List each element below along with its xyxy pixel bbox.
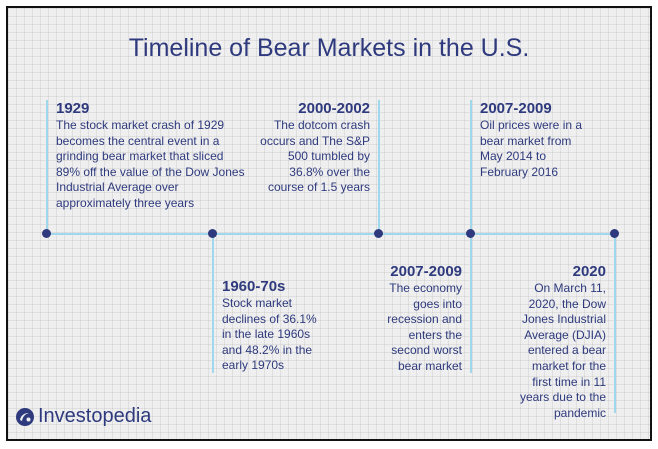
timeline-marker — [42, 229, 51, 238]
connector-2007-2009-oil — [470, 100, 472, 235]
timeline-marker — [208, 229, 217, 238]
event-2007-2009-oil: 2007-2009 Oil prices were in a bear mark… — [480, 100, 590, 180]
event-2007-2009-recession: 2007-2009 The economy goes into recessio… — [370, 263, 462, 375]
connector-1960-70s — [212, 233, 214, 373]
event-year: 1929 — [56, 100, 90, 117]
event-description: The stock market crash of 1929 becomes t… — [56, 118, 245, 210]
connector-2007-2009-recession — [470, 233, 472, 373]
timeline-axis — [46, 233, 616, 235]
event-year: 2020 — [572, 263, 606, 280]
event-description: The economy goes into recession and ente… — [387, 281, 462, 373]
logo-text: Investopedia — [38, 405, 152, 427]
event-2020: 2020 On March 11, 2020, the Dow Jones In… — [514, 263, 606, 421]
event-2000-2002: 2000-2002 The dotcom crash occurs and Th… — [258, 100, 370, 196]
event-description: Stock market declines of 36.1% in the la… — [222, 296, 317, 373]
investopedia-logo: Investopedia — [15, 405, 151, 428]
event-year: 1960-70s — [222, 278, 286, 295]
investopedia-logo-icon — [16, 407, 34, 426]
connector-1929 — [46, 100, 48, 235]
event-1960-70s: 1960-70s Stock market declines of 36.1% … — [222, 278, 322, 374]
timeline-marker — [374, 229, 383, 238]
page-title: Timeline of Bear Markets in the U.S. — [128, 34, 530, 62]
timeline-marker — [466, 229, 475, 238]
connector-2000-2002 — [378, 100, 380, 235]
event-year: 2007-2009 — [390, 263, 462, 280]
event-year: 2000-2002 — [298, 100, 370, 117]
event-1929: 1929 The stock market crash of 1929 beco… — [56, 100, 246, 212]
timeline-marker — [610, 229, 619, 238]
event-description: Oil prices were in a bear market from Ma… — [480, 118, 583, 179]
event-year: 2007-2009 — [480, 100, 552, 117]
event-description: On March 11, 2020, the Dow Jones Industr… — [519, 281, 606, 420]
infographic-frame: Timeline of Bear Markets in the U.S. 192… — [6, 6, 652, 441]
event-description: The dotcom crash occurs and The S&P 500 … — [260, 118, 370, 195]
connector-2020 — [614, 233, 616, 413]
